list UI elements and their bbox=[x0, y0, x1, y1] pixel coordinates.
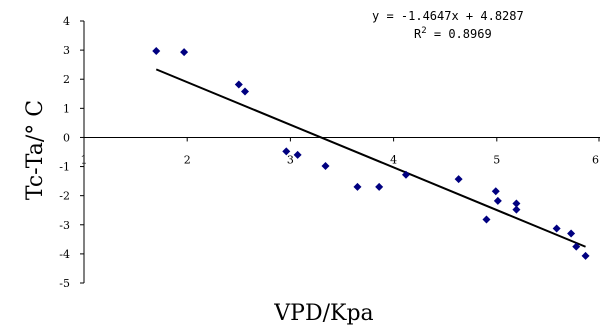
data-point bbox=[293, 150, 302, 159]
data-point bbox=[512, 199, 521, 208]
data-point bbox=[180, 48, 189, 57]
x-tick-label: 6 bbox=[592, 153, 599, 166]
data-point bbox=[454, 175, 463, 184]
x-tick-label: 3 bbox=[287, 153, 294, 166]
x-axis: 1 2 3 4 5 6 bbox=[81, 136, 600, 166]
r-squared-r: R bbox=[414, 27, 422, 41]
data-point bbox=[493, 196, 502, 205]
y-tick-label: -5 bbox=[59, 277, 70, 290]
regression-equation: y = -1.4647x + 4.8287 bbox=[372, 9, 524, 23]
y-tick-label: -4 bbox=[59, 248, 70, 261]
y-tick-label: 0 bbox=[63, 131, 70, 144]
data-point bbox=[234, 80, 243, 89]
x-tick-label: 2 bbox=[184, 153, 191, 166]
data-point bbox=[240, 87, 249, 96]
y-tick-label: 4 bbox=[63, 15, 70, 28]
r-squared-label: R2 = 0.8969 bbox=[414, 26, 492, 41]
y-tick-label: -3 bbox=[59, 219, 70, 232]
x-tick-label: 4 bbox=[390, 153, 397, 166]
data-point bbox=[152, 46, 161, 55]
data-point bbox=[375, 182, 384, 191]
y-tick-label: -2 bbox=[59, 190, 70, 203]
x-tick-label: 1 bbox=[81, 153, 88, 166]
data-points bbox=[152, 46, 590, 260]
data-point bbox=[581, 251, 590, 260]
y-tick-label: 3 bbox=[63, 44, 70, 57]
data-point bbox=[567, 229, 576, 238]
y-tick-label: 1 bbox=[63, 102, 70, 115]
trendline bbox=[155, 68, 586, 248]
x-tick-label: 5 bbox=[493, 153, 500, 166]
data-point bbox=[321, 161, 330, 170]
x-axis-label: VPD/Kpa bbox=[273, 301, 373, 326]
y-tick-label: -1 bbox=[59, 161, 70, 174]
r-squared-value: = 0.8969 bbox=[427, 27, 492, 41]
data-point bbox=[572, 242, 581, 251]
y-axis-label: Tc-Ta/° C bbox=[23, 100, 48, 200]
data-point bbox=[401, 170, 410, 179]
data-point bbox=[282, 147, 291, 156]
data-point bbox=[552, 224, 561, 233]
data-point bbox=[491, 187, 500, 196]
data-point bbox=[353, 182, 362, 191]
data-point bbox=[512, 205, 521, 214]
y-tick-label: 2 bbox=[63, 73, 70, 86]
data-point bbox=[482, 215, 491, 224]
trendline-group bbox=[155, 68, 586, 248]
r-squared-superscript: 2 bbox=[421, 26, 426, 36]
